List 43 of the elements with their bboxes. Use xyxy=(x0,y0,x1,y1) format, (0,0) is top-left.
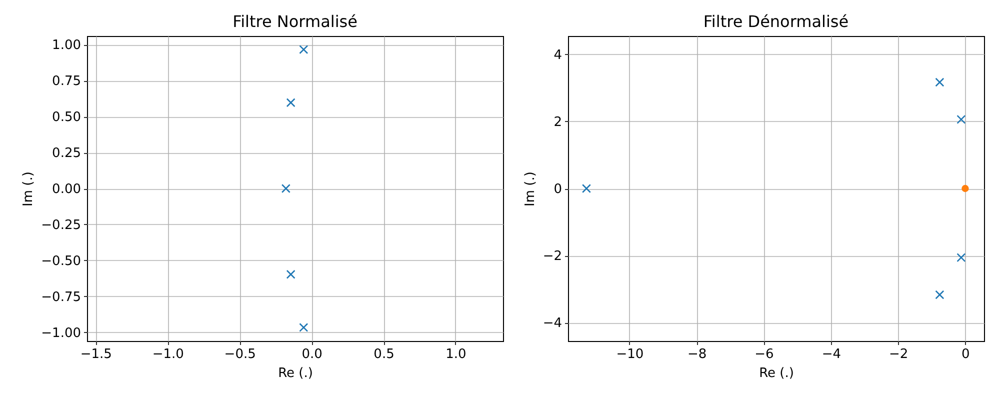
y-tick-label: 0.00 xyxy=(52,182,81,197)
point xyxy=(286,98,296,108)
point xyxy=(956,114,966,124)
x-tick-label: −2 xyxy=(888,347,908,362)
x-tick-label: 1.0 xyxy=(446,347,466,362)
point xyxy=(299,45,308,54)
point xyxy=(962,184,969,192)
y-tick-label: 0.75 xyxy=(52,74,81,90)
y-tick-label: −0.75 xyxy=(41,290,81,305)
y-axis-title: Im (.) xyxy=(522,172,538,206)
y-tick-label: 4 xyxy=(554,48,562,63)
y-tick-label: −1.00 xyxy=(41,326,81,341)
point xyxy=(299,322,308,332)
y-tick-label: 1.00 xyxy=(52,38,81,54)
y-tick-label: −0.25 xyxy=(41,218,81,233)
x-axis-title: Re (.) xyxy=(278,366,313,381)
x-axis-title: Re (.) xyxy=(759,366,794,381)
y-tick-label: −2 xyxy=(542,249,562,264)
x-tick-label: −10 xyxy=(616,347,644,362)
x-tick-label: 0 xyxy=(962,347,970,362)
point xyxy=(935,290,944,300)
x-tick-label: −8 xyxy=(688,347,707,362)
y-tick-label: 0 xyxy=(554,182,562,197)
x-tick-label: −0.5 xyxy=(224,347,256,362)
point xyxy=(582,184,591,194)
y-tick-label: 2 xyxy=(554,114,562,130)
x-tick-label: −6 xyxy=(754,347,774,362)
point xyxy=(286,270,296,279)
x-tick-label: 0.5 xyxy=(374,347,394,362)
x-tick-label: −1.5 xyxy=(80,347,112,362)
y-tick-label: −0.50 xyxy=(41,254,81,269)
chart-title: Filtre Normalisé xyxy=(232,12,358,31)
x-tick-label: −4 xyxy=(822,347,841,362)
y-axis-title: Im (.) xyxy=(21,172,36,206)
y-tick-label: 0.25 xyxy=(52,146,81,162)
y-tick-label: 0.50 xyxy=(52,110,81,126)
y-tick-label: −4 xyxy=(542,316,562,332)
point xyxy=(935,78,944,87)
x-tick-label: −1.0 xyxy=(152,347,184,362)
point xyxy=(956,253,966,262)
point xyxy=(281,184,290,194)
x-tick-label: 0.0 xyxy=(302,347,322,362)
chart-title: Filtre Dénormalisé xyxy=(703,12,849,31)
